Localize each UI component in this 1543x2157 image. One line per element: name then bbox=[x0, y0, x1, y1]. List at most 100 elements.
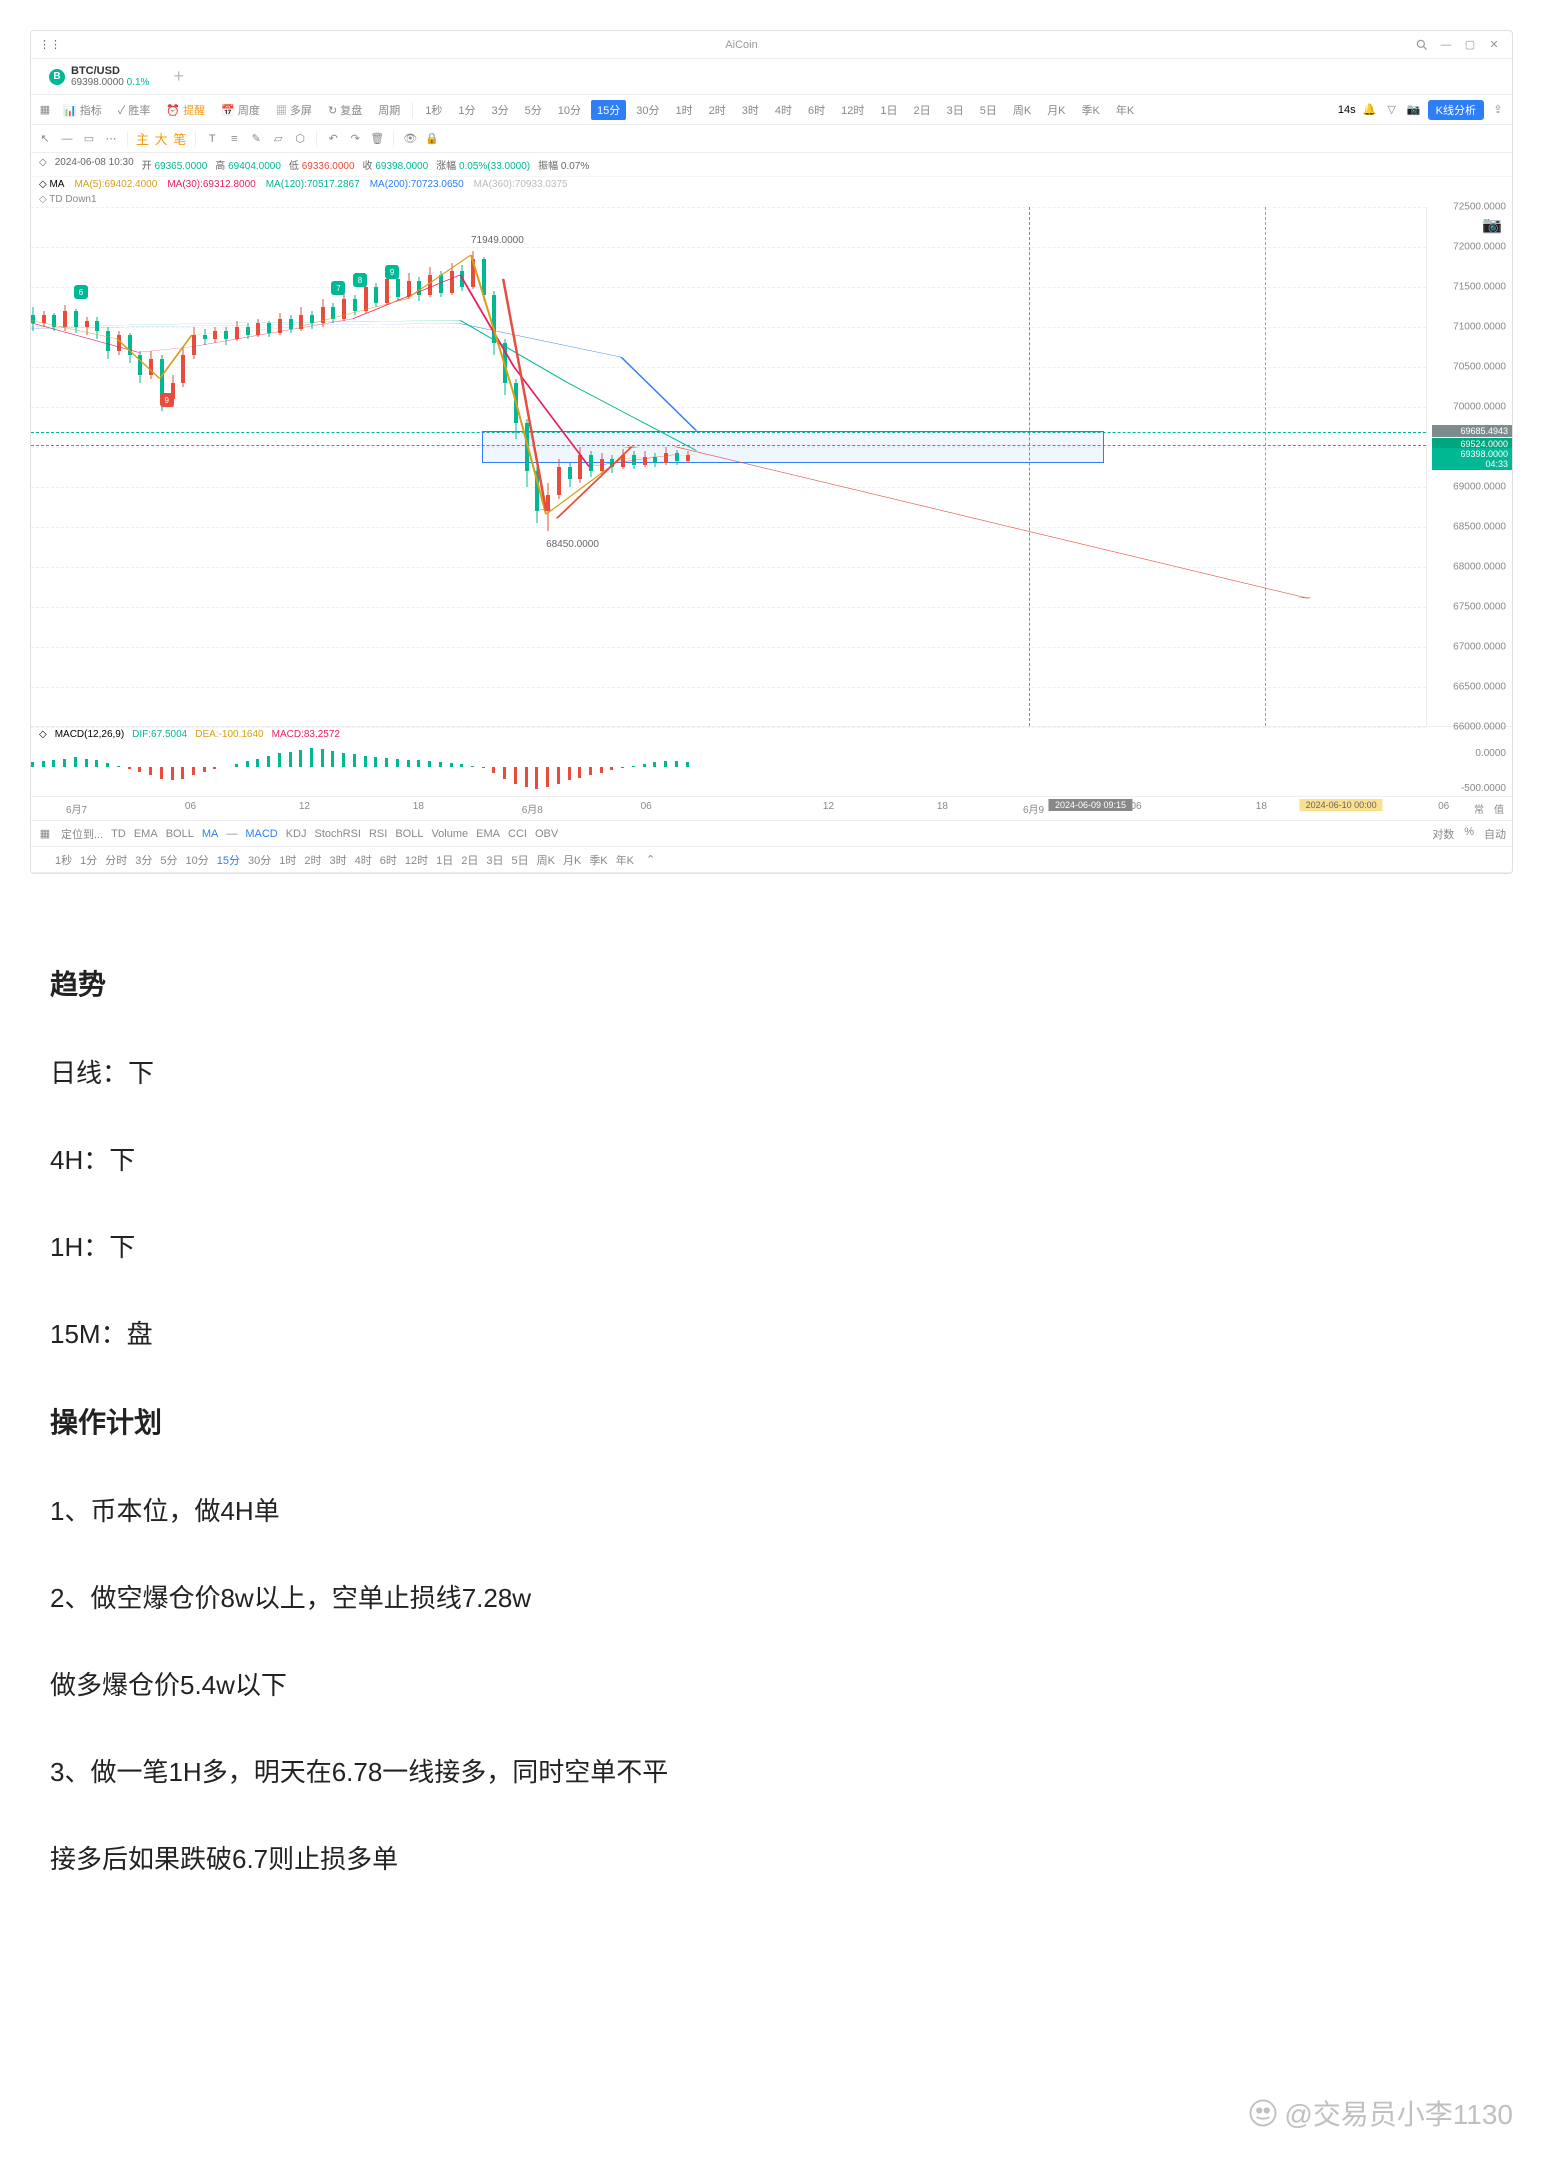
tfb-6时[interactable]: 6时 bbox=[380, 852, 397, 868]
tfb-周K[interactable]: 周K bbox=[537, 852, 555, 868]
tfb-2日[interactable]: 2日 bbox=[461, 852, 478, 868]
tfb-5日[interactable]: 5日 bbox=[512, 852, 529, 868]
toolbar-周期[interactable]: 周期 bbox=[372, 100, 406, 120]
tfb-分时[interactable]: 分时 bbox=[105, 852, 127, 868]
rect-tool-icon[interactable]: ▭ bbox=[81, 131, 97, 147]
tf-周K[interactable]: 周K bbox=[1007, 100, 1037, 120]
tfb-1分[interactable]: 1分 bbox=[80, 852, 97, 868]
tfb-15分[interactable]: 15分 bbox=[217, 852, 240, 868]
tfb-1秒[interactable]: 1秒 bbox=[55, 852, 72, 868]
ind-EMA[interactable]: EMA bbox=[476, 828, 500, 840]
tf-月K[interactable]: 月K bbox=[1041, 100, 1071, 120]
ruler-tool-icon[interactable]: ▱ bbox=[270, 131, 286, 147]
toolbar-指标[interactable]: 📊 指标 bbox=[57, 100, 108, 120]
ind-TD[interactable]: TD bbox=[111, 828, 126, 840]
maximize-icon[interactable]: ▢ bbox=[1462, 37, 1478, 53]
ind-right-自动[interactable]: 自动 bbox=[1484, 826, 1506, 842]
more-tools-icon[interactable]: ⋯ bbox=[103, 131, 119, 147]
tfb-1日[interactable]: 1日 bbox=[436, 852, 453, 868]
tf-6时[interactable]: 6时 bbox=[802, 100, 831, 120]
toolbar-复盘[interactable]: ↻ 复盘 bbox=[322, 100, 368, 120]
tf-30分[interactable]: 30分 bbox=[630, 100, 665, 120]
tf-12时[interactable]: 12时 bbox=[835, 100, 870, 120]
lock-icon[interactable]: 🔒 bbox=[424, 131, 440, 147]
tfb-4时[interactable]: 4时 bbox=[355, 852, 372, 868]
undo-icon[interactable]: ↶ bbox=[325, 131, 341, 147]
tfb-3时[interactable]: 3时 bbox=[330, 852, 347, 868]
toolbar-周度[interactable]: 📅 周度 bbox=[215, 100, 266, 120]
camera-icon[interactable]: 📷 bbox=[1406, 102, 1422, 118]
ind-BOLL[interactable]: BOLL bbox=[166, 828, 194, 840]
tfb-2时[interactable]: 2时 bbox=[304, 852, 321, 868]
ind-Volume[interactable]: Volume bbox=[431, 828, 468, 840]
tf-1日[interactable]: 1日 bbox=[874, 100, 903, 120]
tfb-10分[interactable]: 10分 bbox=[186, 852, 209, 868]
close-icon[interactable]: ✕ bbox=[1486, 37, 1502, 53]
tfb-1时[interactable]: 1时 bbox=[279, 852, 296, 868]
goto-icon[interactable]: ▦ bbox=[37, 826, 53, 842]
tf-3分[interactable]: 3分 bbox=[485, 100, 514, 120]
ind-OBV[interactable]: OBV bbox=[535, 828, 558, 840]
tf-3日[interactable]: 3日 bbox=[941, 100, 970, 120]
symbol-tab[interactable]: B BTC/USD 69398.0000 0.1% bbox=[39, 61, 159, 92]
support-rect[interactable] bbox=[482, 431, 1104, 463]
redo-icon[interactable]: ↷ bbox=[347, 131, 363, 147]
tf-季K[interactable]: 季K bbox=[1076, 100, 1106, 120]
tf-15分[interactable]: 15分 bbox=[591, 100, 626, 120]
ind-StochRSI[interactable]: StochRSI bbox=[315, 828, 361, 840]
tfb-12时[interactable]: 12时 bbox=[405, 852, 428, 868]
ind-EMA[interactable]: EMA bbox=[134, 828, 158, 840]
tf-1分[interactable]: 1分 bbox=[452, 100, 481, 120]
text-tool-icon[interactable]: T bbox=[204, 131, 220, 147]
kline-analysis-button[interactable]: K线分析 bbox=[1428, 100, 1484, 120]
tfb-5分[interactable]: 5分 bbox=[160, 852, 177, 868]
tf-年K[interactable]: 年K bbox=[1110, 100, 1140, 120]
line-tool-icon[interactable]: — bbox=[59, 131, 75, 147]
ind-—[interactable]: — bbox=[226, 828, 237, 840]
share-icon[interactable]: ⇪ bbox=[1490, 102, 1506, 118]
tf-4时[interactable]: 4时 bbox=[769, 100, 798, 120]
minimize-icon[interactable]: — bbox=[1438, 37, 1454, 53]
macd-panel[interactable]: ◇ MACD(12,26,9) DIF:67.5004DEA:-100.1640… bbox=[31, 727, 1512, 797]
tf-5日[interactable]: 5日 bbox=[974, 100, 1003, 120]
ind-KDJ[interactable]: KDJ bbox=[286, 828, 307, 840]
add-tab-button[interactable]: + bbox=[159, 66, 198, 87]
goto-label[interactable]: 定位到... bbox=[61, 826, 103, 842]
toolbar-提醒[interactable]: ⏰ 提醒 bbox=[160, 100, 211, 120]
tfb-季K[interactable]: 季K bbox=[589, 852, 607, 868]
tf-10分[interactable]: 10分 bbox=[552, 100, 587, 120]
tf-2时[interactable]: 2时 bbox=[703, 100, 732, 120]
tf-5分[interactable]: 5分 bbox=[519, 100, 548, 120]
ind-BOLL[interactable]: BOLL bbox=[395, 828, 423, 840]
tfb-月K[interactable]: 月K bbox=[563, 852, 581, 868]
tf-1秒[interactable]: 1秒 bbox=[419, 100, 448, 120]
plot-area[interactable]: 71949.000068450.000069789 bbox=[31, 207, 1426, 726]
toolbar-胜率[interactable]: ✓ 胜率 bbox=[112, 100, 157, 120]
tf-1时[interactable]: 1时 bbox=[669, 100, 698, 120]
brush-tool-icon[interactable]: ✎ bbox=[248, 131, 264, 147]
tfb-3日[interactable]: 3日 bbox=[486, 852, 503, 868]
menu-icon[interactable]: ▦ bbox=[37, 102, 53, 118]
collapse-icon[interactable]: ⌃ bbox=[646, 853, 655, 866]
ind-MACD[interactable]: MACD bbox=[245, 828, 277, 840]
magnet-tool-icon[interactable]: ⬡ bbox=[292, 131, 308, 147]
ind-RSI[interactable]: RSI bbox=[369, 828, 387, 840]
tf-3时[interactable]: 3时 bbox=[736, 100, 765, 120]
alert-icon[interactable]: 🔔 bbox=[1362, 102, 1378, 118]
eye-icon[interactable]: 👁 bbox=[402, 131, 418, 147]
trash-icon[interactable]: 🗑 bbox=[369, 131, 385, 147]
tfb-3分[interactable]: 3分 bbox=[135, 852, 152, 868]
ind-right-%[interactable]: % bbox=[1464, 826, 1474, 842]
cursor-tool-icon[interactable]: ↖ bbox=[37, 131, 53, 147]
tfb-30分[interactable]: 30分 bbox=[248, 852, 271, 868]
tf-2日[interactable]: 2日 bbox=[907, 100, 936, 120]
ind-right-对数[interactable]: 对数 bbox=[1432, 826, 1454, 842]
ind-CCI[interactable]: CCI bbox=[508, 828, 527, 840]
filter-icon[interactable]: ▽ bbox=[1384, 102, 1400, 118]
ind-MA[interactable]: MA bbox=[202, 828, 219, 840]
search-icon[interactable] bbox=[1414, 37, 1430, 53]
price-chart[interactable]: 📷 72500.000072000.000071500.000071000.00… bbox=[31, 207, 1512, 727]
tfb-年K[interactable]: 年K bbox=[616, 852, 634, 868]
fib-tool-icon[interactable]: ≡ bbox=[226, 131, 242, 147]
toolbar-多屏[interactable]: ▦ 多屏 bbox=[270, 100, 318, 120]
